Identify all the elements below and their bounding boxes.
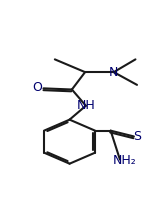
Text: O: O	[32, 81, 42, 95]
Text: S: S	[133, 130, 141, 143]
Text: NH₂: NH₂	[113, 154, 137, 167]
Text: NH: NH	[77, 99, 96, 112]
Text: N: N	[109, 66, 118, 79]
